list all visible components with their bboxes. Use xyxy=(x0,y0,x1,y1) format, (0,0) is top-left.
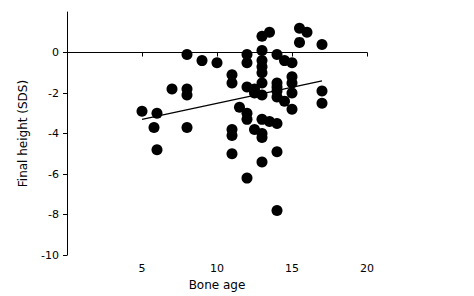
svg-text:-2: -2 xyxy=(48,87,59,100)
svg-text:-4: -4 xyxy=(48,127,59,140)
svg-text:5: 5 xyxy=(139,262,146,275)
svg-text:Bone age: Bone age xyxy=(189,278,246,292)
svg-text:10: 10 xyxy=(210,262,224,275)
svg-text:-10: -10 xyxy=(41,249,59,262)
svg-text:-6: -6 xyxy=(48,168,59,181)
svg-text:20: 20 xyxy=(360,262,374,275)
svg-text:Final height (SDS): Final height (SDS) xyxy=(16,80,30,187)
svg-text:-8: -8 xyxy=(48,208,59,221)
svg-text:0: 0 xyxy=(52,46,59,59)
svg-text:15: 15 xyxy=(285,262,299,275)
